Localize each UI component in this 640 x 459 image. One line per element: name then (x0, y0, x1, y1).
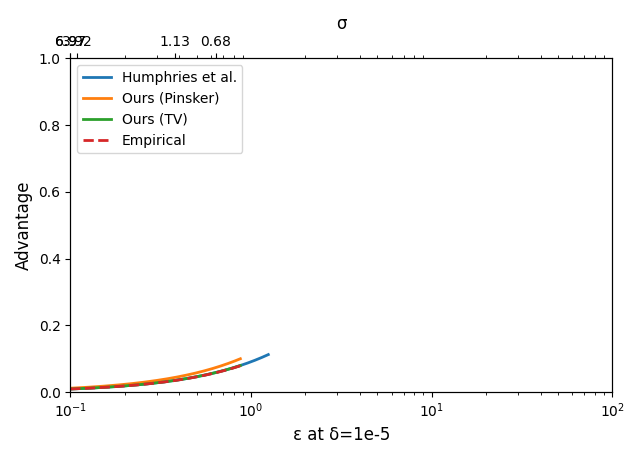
Humphries et al. (253, 357, 261, 362)
Ours (Pinsker) (237, 356, 244, 362)
Humphries et al. (67, 386, 74, 392)
Humphries et al. (186, 375, 194, 381)
Ours (TV) (40, 387, 47, 392)
Empirical (40, 387, 47, 393)
Ours (TV) (49, 387, 57, 392)
Empirical (159, 380, 166, 385)
Legend: Humphries et al., Ours (Pinsker), Ours (TV), Empirical: Humphries et al., Ours (Pinsker), Ours (… (77, 65, 243, 153)
Line: Ours (TV): Ours (TV) (0, 365, 241, 392)
Line: Humphries et al.: Humphries et al. (0, 354, 268, 392)
Empirical (49, 387, 57, 392)
Y-axis label: Advantage: Advantage (15, 180, 33, 270)
Ours (Pinsker) (226, 360, 234, 366)
Empirical (226, 366, 234, 372)
Line: Empirical: Empirical (0, 366, 241, 392)
Ours (Pinsker) (40, 386, 47, 392)
Empirical (226, 366, 234, 372)
Ours (Pinsker) (226, 360, 234, 366)
Ours (TV) (226, 366, 234, 372)
Ours (TV) (159, 380, 166, 385)
Humphries et al. (264, 352, 272, 357)
Empirical (237, 363, 244, 369)
X-axis label: ε at δ=1e-5: ε at δ=1e-5 (292, 426, 390, 444)
Line: Ours (Pinsker): Ours (Pinsker) (0, 359, 241, 392)
Ours (TV) (226, 366, 234, 372)
Ours (TV) (237, 363, 244, 368)
Ours (Pinsker) (159, 377, 166, 382)
Ours (Pinsker) (49, 386, 57, 392)
Humphries et al. (76, 386, 84, 392)
X-axis label: σ: σ (336, 15, 347, 33)
Humphries et al. (253, 357, 261, 362)
